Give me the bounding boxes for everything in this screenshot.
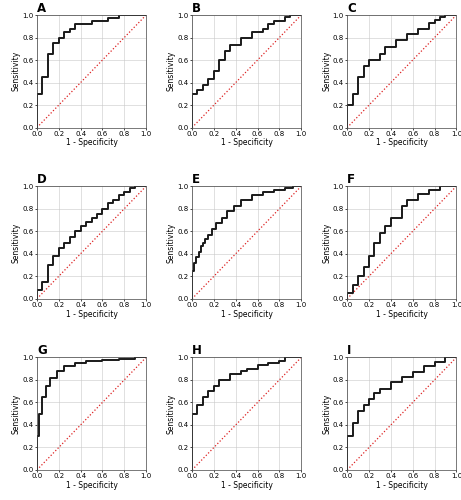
Y-axis label: Sensitivity: Sensitivity	[12, 222, 21, 262]
Y-axis label: Sensitivity: Sensitivity	[12, 51, 21, 92]
Text: B: B	[192, 2, 201, 15]
X-axis label: 1 - Specificity: 1 - Specificity	[65, 138, 118, 147]
Y-axis label: Sensitivity: Sensitivity	[167, 222, 176, 262]
Y-axis label: Sensitivity: Sensitivity	[167, 394, 176, 434]
X-axis label: 1 - Specificity: 1 - Specificity	[221, 481, 272, 490]
X-axis label: 1 - Specificity: 1 - Specificity	[376, 310, 428, 318]
Y-axis label: Sensitivity: Sensitivity	[12, 394, 21, 434]
X-axis label: 1 - Specificity: 1 - Specificity	[221, 310, 272, 318]
Text: G: G	[37, 344, 47, 358]
Text: F: F	[347, 173, 355, 186]
Y-axis label: Sensitivity: Sensitivity	[322, 222, 331, 262]
X-axis label: 1 - Specificity: 1 - Specificity	[65, 310, 118, 318]
X-axis label: 1 - Specificity: 1 - Specificity	[376, 138, 428, 147]
Text: I: I	[347, 344, 352, 358]
Text: C: C	[347, 2, 356, 15]
Text: A: A	[37, 2, 46, 15]
Text: H: H	[192, 344, 202, 358]
Text: E: E	[192, 173, 200, 186]
X-axis label: 1 - Specificity: 1 - Specificity	[376, 481, 428, 490]
X-axis label: 1 - Specificity: 1 - Specificity	[65, 481, 118, 490]
Text: D: D	[37, 173, 47, 186]
Y-axis label: Sensitivity: Sensitivity	[322, 394, 331, 434]
Y-axis label: Sensitivity: Sensitivity	[322, 51, 331, 92]
X-axis label: 1 - Specificity: 1 - Specificity	[221, 138, 272, 147]
Y-axis label: Sensitivity: Sensitivity	[167, 51, 176, 92]
